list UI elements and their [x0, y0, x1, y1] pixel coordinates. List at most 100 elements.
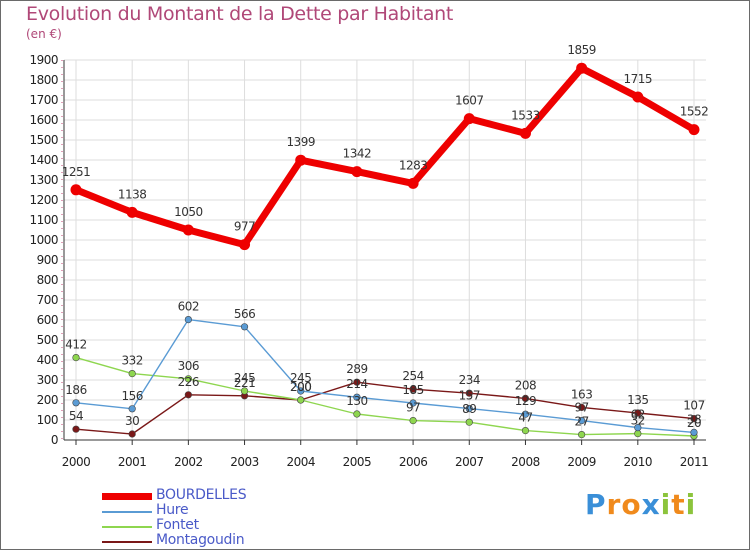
data-point [521, 394, 530, 403]
data-point [72, 425, 80, 433]
data-label: 38 [687, 412, 701, 426]
x-tick-label: 2002 [174, 455, 203, 469]
logo-letter: i [660, 488, 672, 521]
y-tick-label: 200 [37, 393, 58, 407]
data-point [239, 239, 251, 251]
y-tick-label: 1700 [29, 93, 58, 107]
data-point [240, 387, 249, 395]
data-label: 47 [518, 411, 532, 425]
data-point [184, 391, 192, 399]
data-point [521, 410, 530, 418]
data-label: 226 [178, 375, 199, 389]
y-tick-label: 1800 [29, 73, 58, 87]
logo-letter: o [621, 488, 642, 521]
y-tick-label: 1500 [29, 133, 58, 147]
legend-swatch [102, 526, 152, 528]
y-tick-label: 500 [37, 333, 58, 347]
data-label: 129 [515, 394, 536, 408]
data-point [634, 424, 642, 432]
data-point [72, 354, 80, 362]
x-tick-label: 2011 [680, 455, 709, 469]
x-tick-label: 2003 [230, 455, 259, 469]
data-point [409, 399, 417, 407]
data-point [70, 184, 82, 196]
data-point [634, 409, 642, 417]
data-point [182, 224, 194, 236]
data-point [519, 127, 531, 139]
data-point [688, 124, 700, 136]
data-label: 156 [121, 389, 142, 403]
logo-letter: r [606, 488, 622, 521]
data-point [690, 415, 698, 423]
data-label: 1138 [118, 187, 147, 201]
data-label: 221 [234, 376, 255, 390]
legend-label: Fontet [156, 517, 199, 533]
data-label: 254 [402, 369, 423, 383]
data-label: 1607 [455, 94, 484, 108]
data-label: 332 [121, 354, 142, 368]
data-label: 1342 [343, 147, 372, 161]
legend-label: Montagoudin [156, 532, 245, 548]
y-tick-label: 1400 [29, 153, 58, 167]
y-tick-label: 100 [37, 413, 58, 427]
x-tick-label: 2006 [399, 455, 428, 469]
y-tick-label: 1300 [29, 173, 58, 187]
y-tick-label: 600 [37, 313, 58, 327]
data-label: 602 [178, 300, 199, 314]
data-label: 208 [515, 378, 536, 392]
data-point [184, 316, 192, 324]
data-point [465, 405, 473, 413]
y-tick-label: 400 [37, 353, 58, 367]
data-label: 107 [683, 399, 704, 413]
data-label: 1251 [62, 165, 91, 179]
data-label: 130 [346, 394, 367, 408]
data-label: 163 [571, 387, 592, 401]
data-point [297, 396, 305, 404]
logo-letter: P [585, 488, 607, 521]
data-label: 412 [65, 338, 86, 352]
x-tick-label: 2001 [118, 455, 147, 469]
data-point [353, 378, 361, 386]
y-tick-label: 800 [37, 273, 58, 287]
data-label: 20 [687, 416, 701, 430]
data-label: 289 [346, 362, 367, 376]
data-label: 245 [290, 371, 311, 385]
data-point [407, 177, 419, 189]
y-tick-label: 0 [51, 433, 58, 447]
data-label: 157 [459, 389, 480, 403]
data-label: 200 [290, 380, 311, 394]
series-line-montagoudin [75, 381, 695, 435]
data-label: 89 [462, 402, 476, 416]
data-point [353, 410, 361, 418]
x-tick-label: 2010 [624, 455, 653, 469]
data-label: 1533 [511, 108, 540, 122]
x-tick-label: 2008 [511, 455, 540, 469]
logo-letter: x [641, 488, 661, 521]
data-label: 97 [406, 401, 420, 415]
data-label: 54 [69, 409, 83, 423]
data-point [465, 418, 473, 426]
series-line-bourdelles [72, 64, 698, 249]
data-point [240, 323, 249, 331]
data-label: 1050 [174, 205, 203, 219]
data-point [409, 385, 417, 393]
data-point [297, 387, 305, 395]
legend-label: BOURDELLES [156, 487, 247, 503]
x-tick-label: 2005 [343, 455, 372, 469]
data-label: 62 [631, 408, 645, 422]
legend-label: Hure [156, 502, 189, 518]
y-tick-label: 1600 [29, 113, 58, 127]
data-point [578, 403, 586, 412]
data-label: 977 [234, 220, 255, 234]
data-point [295, 154, 307, 166]
data-label: 214 [346, 377, 367, 391]
data-point [463, 113, 475, 125]
proxiti-logo: Proxiti [585, 488, 696, 521]
data-point [353, 393, 361, 401]
series-line-fontet [75, 356, 695, 437]
data-label: 1859 [567, 43, 596, 57]
chart-subtitle: (en €) [26, 27, 62, 41]
data-point [128, 370, 136, 378]
data-label: 1283 [399, 158, 428, 172]
logo-letter: t [671, 488, 686, 521]
